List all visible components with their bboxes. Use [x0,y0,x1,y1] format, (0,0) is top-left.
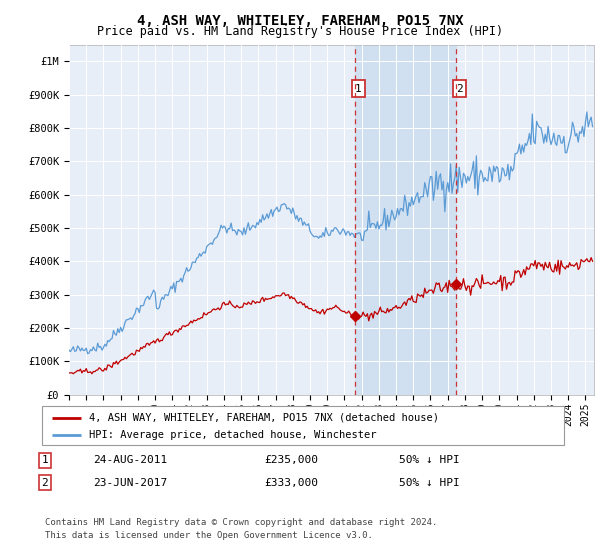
FancyBboxPatch shape [42,406,564,445]
Text: 50% ↓ HPI: 50% ↓ HPI [399,455,460,465]
Text: 23-JUN-2017: 23-JUN-2017 [93,478,167,488]
Text: This data is licensed under the Open Government Licence v3.0.: This data is licensed under the Open Gov… [45,531,373,540]
Text: £235,000: £235,000 [264,455,318,465]
Text: 4, ASH WAY, WHITELEY, FAREHAM, PO15 7NX (detached house): 4, ASH WAY, WHITELEY, FAREHAM, PO15 7NX … [89,413,439,423]
Text: 2: 2 [41,478,49,488]
Text: 1: 1 [41,455,49,465]
Bar [355,45,456,395]
Text: 24-AUG-2011: 24-AUG-2011 [93,455,167,465]
Text: Price paid vs. HM Land Registry's House Price Index (HPI): Price paid vs. HM Land Registry's House … [97,25,503,38]
Text: HPI: Average price, detached house, Winchester: HPI: Average price, detached house, Winc… [89,431,376,440]
Text: 4, ASH WAY, WHITELEY, FAREHAM, PO15 7NX: 4, ASH WAY, WHITELEY, FAREHAM, PO15 7NX [137,14,463,28]
Text: 2: 2 [456,83,463,94]
Text: 1: 1 [355,83,362,94]
Text: 50% ↓ HPI: 50% ↓ HPI [399,478,460,488]
Text: £333,000: £333,000 [264,478,318,488]
Text: Contains HM Land Registry data © Crown copyright and database right 2024.: Contains HM Land Registry data © Crown c… [45,518,437,527]
